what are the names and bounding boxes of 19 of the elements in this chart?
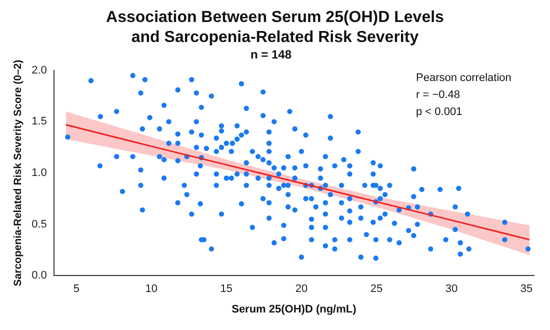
y-axis-title: Sarcopenia-Related Risk Severity Score (0–2) xyxy=(12,60,24,286)
y-tick-label: 0.5 xyxy=(32,218,47,230)
x-tick-label: 25 xyxy=(370,283,383,296)
x-tick-label: 30 xyxy=(445,283,458,296)
x-tick-label: 5 xyxy=(73,283,80,296)
chart-title: Association Between Serum 25(OH)D Levels and Sarcopenia-Related Risk Severity xyxy=(105,8,445,48)
x-tick-label: 20 xyxy=(295,283,308,296)
x-axis-title: Serum 25(OH)D (ng/mL) xyxy=(232,303,357,316)
y-tick-label: 0.0 xyxy=(32,270,47,282)
y-tick-label: 2.0 xyxy=(32,64,47,76)
chart-subtitle: n = 148 xyxy=(250,48,292,62)
y-tick-label: 1.0 xyxy=(32,167,47,180)
x-tick-label: 10 xyxy=(145,283,158,296)
x-tick-label: 35 xyxy=(520,283,533,296)
y-tick-label: 1.5 xyxy=(32,116,47,128)
annotation: Pearson correlation xyxy=(416,72,512,84)
x-tick-label: 15 xyxy=(220,283,233,296)
annotation: p < 0.001 xyxy=(416,106,462,118)
annotation: r = −0.48 xyxy=(416,88,460,101)
